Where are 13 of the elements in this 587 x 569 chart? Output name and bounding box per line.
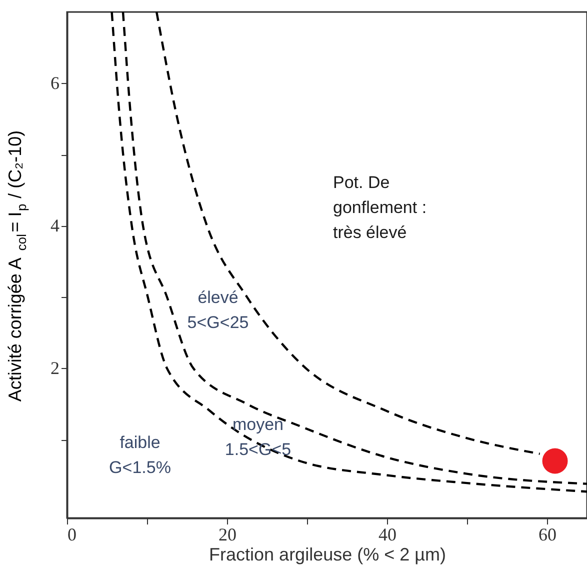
- y-axis-title: Activité corrigée Acol= Ip / (C₂-10): [5, 130, 29, 402]
- y-tick-label: 2: [50, 358, 60, 378]
- x-tick-label: 20: [218, 524, 236, 544]
- x-tick-label: 60: [538, 524, 556, 544]
- x-axis-title: Fraction argileuse (% < 2 µm): [209, 544, 446, 564]
- x-tick-label: 40: [378, 524, 396, 544]
- annotation: moyen 1.5<G<5: [224, 415, 292, 459]
- y-tick-label: 6: [50, 72, 60, 93]
- annotation: élevé 5<G<25: [187, 288, 249, 332]
- y-tick-label: 4: [50, 215, 60, 236]
- annotation: faible G<1.5%: [109, 433, 171, 477]
- x-tick-label: 0: [68, 524, 76, 544]
- annotation: Pot. De gonflement : très élevé: [333, 173, 427, 242]
